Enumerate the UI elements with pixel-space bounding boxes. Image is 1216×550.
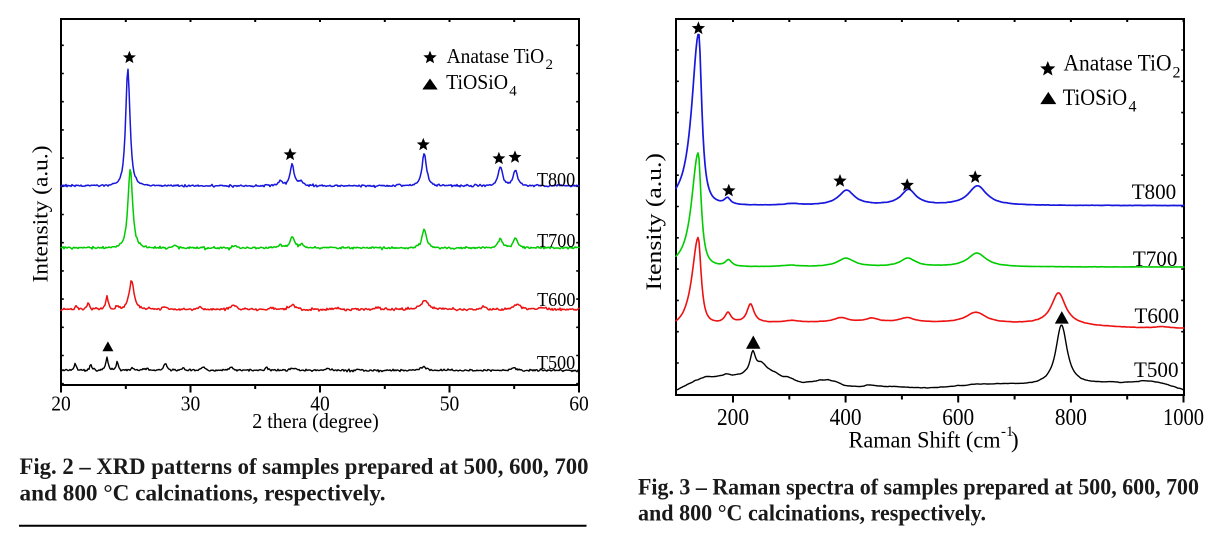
svg-text:-1: -1: [1001, 424, 1014, 440]
svg-text:2: 2: [546, 57, 554, 73]
svg-text:Anatase TiO: Anatase TiO: [1064, 51, 1172, 76]
svg-text:400: 400: [830, 405, 862, 431]
svg-text:Raman Shift (cm: Raman Shift (cm: [849, 428, 1001, 453]
svg-text:and 800 °C calcinations, respe: and 800 °C calcinations, respectively.: [20, 481, 386, 506]
svg-text:T800: T800: [537, 169, 575, 191]
svg-text:600: 600: [942, 405, 974, 431]
svg-text:T600: T600: [537, 289, 575, 311]
svg-text:50: 50: [440, 391, 460, 415]
svg-text:20: 20: [51, 391, 71, 415]
svg-text:200: 200: [717, 405, 749, 431]
svg-text:TiOSiO: TiOSiO: [1063, 85, 1128, 110]
svg-text:Itensity (a.u.): Itensity (a.u.): [641, 153, 666, 290]
svg-text:TiOSiO: TiOSiO: [446, 70, 508, 94]
svg-text:4: 4: [509, 84, 517, 100]
svg-text:T700: T700: [1133, 246, 1178, 271]
svg-text:Intensity (a.u.): Intensity (a.u.): [27, 146, 52, 283]
svg-text:800: 800: [1055, 405, 1087, 431]
svg-text:): ): [1011, 428, 1019, 453]
svg-text:4: 4: [1129, 99, 1137, 116]
svg-text:T600: T600: [1135, 303, 1180, 328]
svg-text:T800: T800: [1132, 179, 1177, 204]
svg-text:2 thera (degree): 2 thera (degree): [252, 409, 379, 433]
svg-text:Anatase TiO: Anatase TiO: [447, 44, 545, 68]
svg-text:T500: T500: [1134, 357, 1179, 382]
svg-text:Fig. 3 – Raman spectra of samp: Fig. 3 – Raman spectra of samples prepar…: [638, 475, 1199, 500]
svg-text:T500: T500: [537, 352, 575, 374]
svg-text:T700: T700: [537, 230, 575, 252]
svg-text:30: 30: [181, 391, 201, 415]
svg-text:60: 60: [569, 391, 589, 415]
svg-text:2: 2: [1173, 65, 1181, 82]
svg-text:Fig. 2 – XRD patterns of sampl: Fig. 2 – XRD patterns of samples prepare…: [20, 454, 589, 479]
svg-text:and 800 °C calcinations, respe: and 800 °C calcinations, respectively.: [638, 501, 986, 526]
svg-text:1000: 1000: [1163, 405, 1204, 431]
svg-text:40: 40: [310, 391, 330, 415]
